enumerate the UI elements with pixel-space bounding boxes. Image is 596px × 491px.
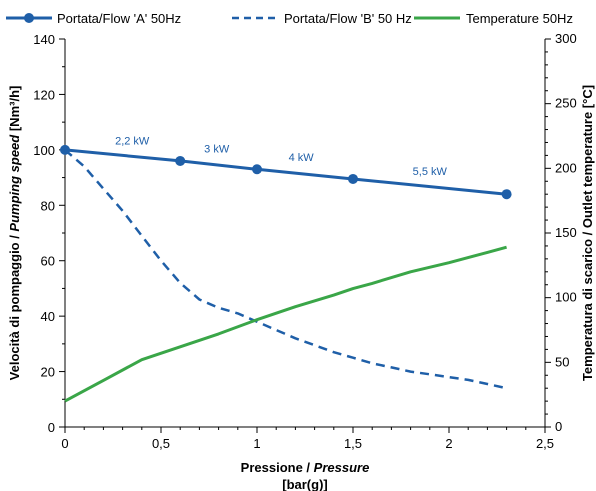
x-tick-label: 0 [61, 436, 68, 451]
x-tick-label: 2,5 [536, 436, 554, 451]
y-right-tick-label: 300 [555, 31, 577, 46]
data-series [60, 144, 512, 403]
y-right-tick-label: 50 [555, 354, 569, 369]
y-left-tick-label: 20 [41, 365, 55, 380]
series-line-1 [64, 148, 507, 390]
series-line-2 [64, 245, 507, 403]
y-right-tick-label: 250 [555, 96, 577, 111]
legend: Portata/Flow 'A' 50Hz Portata/Flow 'B' 5… [6, 11, 573, 26]
y-left-axis-title: Velocità di pompaggio / Pumping speed [N… [7, 86, 22, 381]
y-left-tick-label: 100 [33, 143, 55, 158]
power-annotation: 3 kW [204, 144, 230, 156]
y-right-tick-label: 100 [555, 290, 577, 305]
power-annotations: 2,2 kW 3 kW 4 kW 5,5 kW [115, 135, 447, 177]
x-tick-label: 2 [445, 436, 452, 451]
legend-marker-flow-a [24, 13, 34, 23]
y-right-tick-label: 200 [555, 160, 577, 175]
y-left-tick-label: 80 [41, 198, 55, 213]
y-right-tick-label: 150 [555, 225, 577, 240]
y-right-tick-label: 0 [555, 419, 562, 434]
legend-label-flow-a: Portata/Flow 'A' 50Hz [57, 11, 181, 26]
y-left-tick-label: 0 [48, 420, 55, 435]
power-annotation: 4 kW [289, 152, 315, 164]
series-point-0 [252, 164, 262, 175]
series-point-0 [348, 173, 358, 184]
power-annotation: 2,2 kW [115, 135, 150, 147]
axis-ticks: 0 0,5 1 1,5 2 2,50204060801001201400501001502… [33, 31, 576, 451]
x-axis-unit: [bar(g)] [282, 477, 328, 491]
legend-label-flow-b: Portata/Flow 'B' 50 Hz [284, 11, 412, 26]
x-tick-label: 0,5 [152, 436, 170, 451]
series-point-0 [175, 155, 186, 166]
y-right-axis-title: Temperatura di scarico / Outlet temperat… [580, 85, 595, 381]
legend-label-temperature: Temperature 50Hz [466, 11, 573, 26]
y-left-tick-label: 140 [33, 32, 55, 47]
plot-frame [64, 39, 546, 428]
x-tick-label: 1,5 [344, 436, 362, 451]
y-left-tick-label: 60 [41, 254, 55, 269]
y-left-tick-label: 40 [41, 309, 55, 324]
x-tick-label: 1 [253, 436, 260, 451]
power-annotation: 5,5 kW [413, 166, 448, 178]
series-point-0 [501, 189, 512, 200]
y-left-tick-label: 120 [33, 87, 55, 102]
x-axis-title: Pressione / Pressure [241, 460, 370, 475]
